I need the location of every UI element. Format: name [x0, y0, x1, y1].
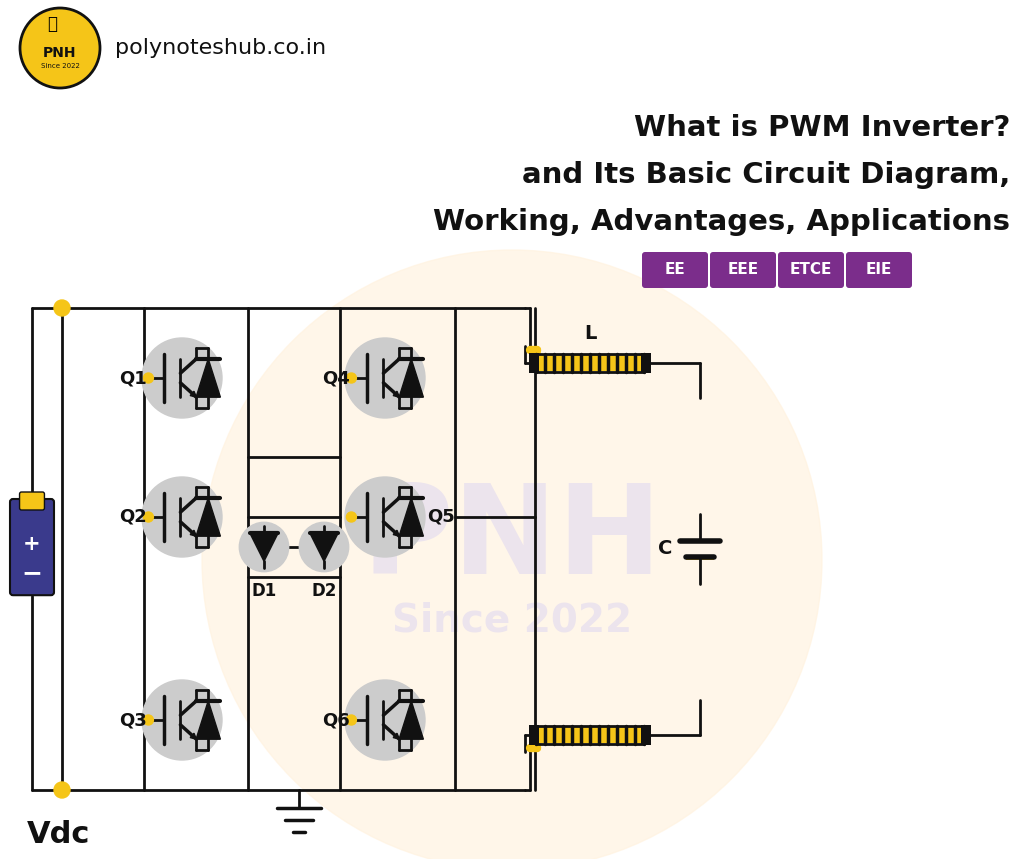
Text: D2: D2	[311, 582, 337, 600]
Text: Since 2022: Since 2022	[41, 63, 80, 69]
Polygon shape	[196, 359, 220, 397]
Bar	[532, 355, 648, 371]
Text: 🎓: 🎓	[47, 15, 57, 33]
Text: What is PWM Inverter?: What is PWM Inverter?	[634, 114, 1010, 142]
Circle shape	[346, 512, 356, 522]
Polygon shape	[399, 359, 423, 397]
Circle shape	[142, 477, 222, 557]
Text: D1: D1	[251, 582, 276, 600]
Polygon shape	[196, 701, 220, 740]
Circle shape	[54, 782, 70, 798]
Bar	[529, 353, 539, 373]
Circle shape	[299, 522, 349, 572]
Circle shape	[143, 715, 154, 725]
Text: Q4: Q4	[323, 369, 350, 387]
Polygon shape	[393, 734, 399, 740]
Text: +: +	[24, 533, 41, 553]
Polygon shape	[250, 533, 279, 561]
Circle shape	[240, 522, 289, 572]
FancyBboxPatch shape	[642, 252, 708, 288]
Text: EIE: EIE	[866, 263, 892, 277]
Text: ETCE: ETCE	[790, 263, 833, 277]
Circle shape	[142, 680, 222, 760]
Text: polynoteshub.co.in: polynoteshub.co.in	[115, 38, 326, 58]
Text: Q5: Q5	[427, 508, 455, 526]
Circle shape	[346, 373, 356, 383]
FancyBboxPatch shape	[19, 492, 44, 510]
Text: L: L	[584, 324, 596, 343]
Polygon shape	[190, 391, 197, 397]
Text: and Its Basic Circuit Diagram,: and Its Basic Circuit Diagram,	[521, 161, 1010, 189]
Text: EE: EE	[665, 263, 685, 277]
Bar	[532, 727, 648, 743]
Circle shape	[54, 300, 70, 316]
Polygon shape	[190, 734, 197, 740]
Text: EEE: EEE	[727, 263, 759, 277]
Text: Q6: Q6	[323, 711, 350, 729]
Text: PNH: PNH	[43, 46, 77, 60]
Text: Q1: Q1	[119, 369, 146, 387]
Polygon shape	[399, 701, 423, 740]
FancyBboxPatch shape	[10, 499, 54, 595]
Circle shape	[345, 338, 425, 418]
Text: Q3: Q3	[119, 711, 146, 729]
Polygon shape	[393, 391, 399, 397]
Bar	[641, 725, 651, 745]
Bar	[686, 555, 714, 560]
Circle shape	[345, 680, 425, 760]
Circle shape	[143, 373, 154, 383]
Circle shape	[345, 477, 425, 557]
FancyBboxPatch shape	[846, 252, 912, 288]
Text: Since 2022: Since 2022	[392, 601, 632, 639]
Polygon shape	[190, 530, 197, 536]
Circle shape	[143, 512, 154, 522]
Text: PNH: PNH	[361, 479, 663, 600]
Polygon shape	[309, 533, 338, 561]
Circle shape	[202, 250, 822, 859]
Polygon shape	[196, 498, 220, 536]
Bar	[529, 725, 539, 745]
FancyBboxPatch shape	[778, 252, 844, 288]
Circle shape	[346, 715, 356, 725]
Bar	[641, 353, 651, 373]
Text: C: C	[657, 539, 672, 558]
Text: Vdc: Vdc	[27, 820, 90, 849]
Text: Working, Advantages, Applications: Working, Advantages, Applications	[433, 208, 1010, 236]
Polygon shape	[393, 530, 399, 536]
FancyBboxPatch shape	[710, 252, 776, 288]
Polygon shape	[399, 498, 423, 536]
Circle shape	[142, 338, 222, 418]
Circle shape	[20, 8, 100, 88]
Text: −: −	[22, 561, 43, 585]
Text: Q2: Q2	[119, 508, 146, 526]
